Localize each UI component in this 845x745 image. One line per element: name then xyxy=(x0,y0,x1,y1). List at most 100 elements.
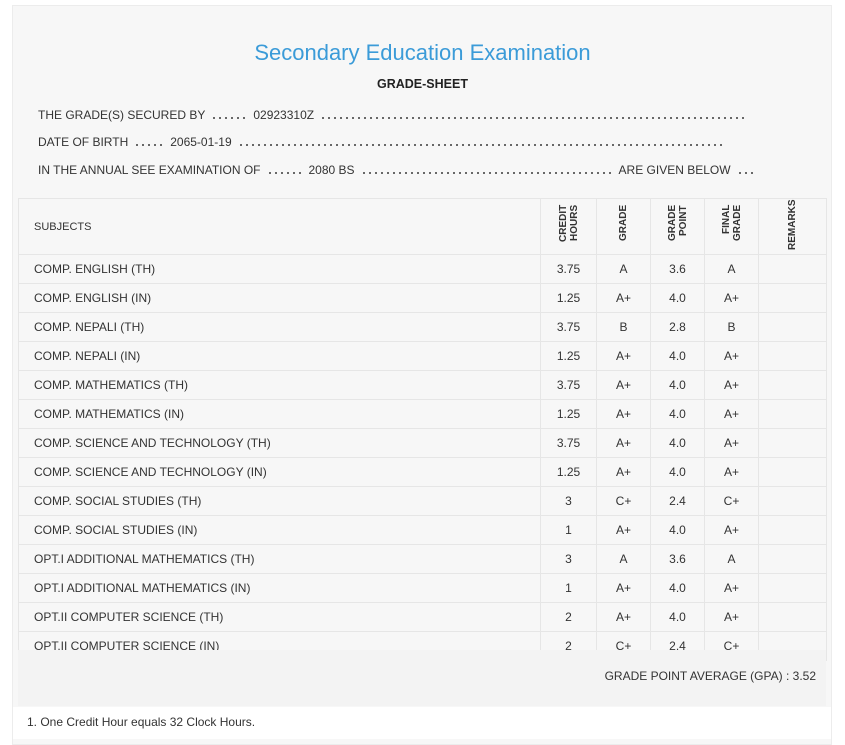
table-cell: B xyxy=(704,312,759,342)
table-row: OPT.I ADDITIONAL MATHEMATICS (TH) 3 A 3.6 A xyxy=(18,544,827,574)
table-row: COMP. ENGLISH (TH) 3.75 A 3.6 A xyxy=(18,254,827,284)
table-row: COMP. MATHEMATICS (IN) 1.25 A+ 4.0 A+ xyxy=(18,399,827,429)
table-cell: A+ xyxy=(704,515,759,545)
column-header-text: FINAL GRADE xyxy=(720,205,743,242)
table-cell: 4.0 xyxy=(650,370,705,400)
remarks-cell xyxy=(758,341,827,371)
table-cell: A+ xyxy=(704,370,759,400)
table-cell: COMP. ENGLISH (IN) xyxy=(18,283,541,313)
info-line: DATE OF BIRTH 2065-01-19 xyxy=(38,134,732,150)
table-row: OPT.II COMPUTER SCIENCE (TH) 2 A+ 4.0 A+ xyxy=(18,602,827,632)
grade-table: SUBJECTS CREDIT HOURS GRADE GRADE POINT FINA… xyxy=(18,198,827,661)
column-header-text: REMARKS xyxy=(787,199,798,250)
table-cell: A+ xyxy=(704,573,759,603)
column-header-text: CREDIT HOURS xyxy=(557,205,580,243)
table-cell: 1.25 xyxy=(540,283,597,313)
table-cell: 4.0 xyxy=(650,573,705,603)
table-row: COMP. NEPALI (IN) 1.25 A+ 4.0 A+ xyxy=(18,341,827,371)
table-cell: A xyxy=(596,544,651,574)
table-row: COMP. SOCIAL STUDIES (TH) 3 C+ 2.4 C+ xyxy=(18,486,827,516)
table-cell: C+ xyxy=(596,486,651,516)
gpa-value: 3.52 xyxy=(792,669,816,683)
table-cell: OPT.II COMPUTER SCIENCE (TH) xyxy=(18,602,541,632)
table-cell: COMP. MATHEMATICS (IN) xyxy=(18,399,541,429)
table-cell: 1.25 xyxy=(540,399,597,429)
info-value: 2080 BS xyxy=(308,163,355,177)
table-cell: A xyxy=(596,254,651,284)
remarks-cell xyxy=(758,428,827,458)
info-suffix: ARE GIVEN BELOW xyxy=(618,163,731,177)
table-cell: 1.25 xyxy=(540,457,597,487)
table-cell: A+ xyxy=(596,602,651,632)
table-cell: 2.8 xyxy=(650,312,705,342)
table-cell: COMP. SCIENCE AND TECHNOLOGY (TH) xyxy=(18,428,541,458)
table-cell: A+ xyxy=(596,370,651,400)
table-cell: 4.0 xyxy=(650,341,705,371)
table-cell: A+ xyxy=(596,457,651,487)
table-cell: A+ xyxy=(704,428,759,458)
table-cell: COMP. SOCIAL STUDIES (TH) xyxy=(18,486,541,516)
remarks-cell xyxy=(758,370,827,400)
table-cell: A+ xyxy=(596,515,651,545)
table-cell: 3 xyxy=(540,544,597,574)
table-cell: COMP. ENGLISH (TH) xyxy=(18,254,541,284)
table-cell: A+ xyxy=(704,399,759,429)
remarks-cell xyxy=(758,399,827,429)
table-cell: COMP. MATHEMATICS (TH) xyxy=(18,370,541,400)
table-cell: 4.0 xyxy=(650,602,705,632)
remarks-cell xyxy=(758,486,827,516)
table-cell: 4.0 xyxy=(650,428,705,458)
table-cell: 3.75 xyxy=(540,254,597,284)
subtitle: GRADE-SHEET xyxy=(377,77,468,91)
table-cell: A xyxy=(704,254,759,284)
gpa: GRADE POINT AVERAGE (GPA) : 3.52 xyxy=(605,669,816,683)
notes: 1. One Credit Hour equals 32 Clock Hours… xyxy=(13,707,831,739)
table-cell: OPT.I ADDITIONAL MATHEMATICS (IN) xyxy=(18,573,541,603)
table-row: COMP. SCIENCE AND TECHNOLOGY (IN) 1.25 A+ 4… xyxy=(18,457,827,487)
table-cell: A+ xyxy=(596,573,651,603)
remarks-cell xyxy=(758,515,827,545)
info-line: THE GRADE(S) SECURED BY 02923310Z xyxy=(38,107,750,123)
column-header: GRADE xyxy=(596,198,651,255)
remarks-cell xyxy=(758,283,827,313)
table-cell: 3 xyxy=(540,486,597,516)
table-cell: 4.0 xyxy=(650,515,705,545)
table-cell: 3.75 xyxy=(540,428,597,458)
table-cell: COMP. NEPALI (IN) xyxy=(18,341,541,371)
table-row: OPT.I ADDITIONAL MATHEMATICS (IN) 1 A+ 4.0 A… xyxy=(18,573,827,603)
info-line: IN THE ANNUAL SEE EXAMINATION OF 2080 BS A… xyxy=(38,162,761,178)
table-cell: 4.0 xyxy=(650,399,705,429)
remarks-cell xyxy=(758,573,827,603)
table-cell: C+ xyxy=(704,486,759,516)
gpa-label: GRADE POINT AVERAGE (GPA) : xyxy=(604,669,790,683)
table-cell: COMP. SOCIAL STUDIES (IN) xyxy=(18,515,541,545)
note: 1. One Credit Hour equals 32 Clock Hours… xyxy=(27,715,256,729)
table-row: COMP. MATHEMATICS (TH) 3.75 A+ 4.0 A+ xyxy=(18,370,827,400)
table-cell: A xyxy=(704,544,759,574)
column-header: REMARKS xyxy=(758,198,827,255)
table-cell: B xyxy=(596,312,651,342)
column-header-text: GRADE POINT xyxy=(666,205,689,242)
table-row: COMP. NEPALI (TH) 3.75 B 2.8 B xyxy=(18,312,827,342)
remarks-cell xyxy=(758,602,827,632)
table-cell: A+ xyxy=(596,399,651,429)
table-cell: A+ xyxy=(704,283,759,313)
table-cell: A+ xyxy=(596,283,651,313)
table-cell: 1 xyxy=(540,515,597,545)
table-cell: 4.0 xyxy=(650,283,705,313)
remarks-cell xyxy=(758,457,827,487)
table-cell: 4.0 xyxy=(650,457,705,487)
column-header: SUBJECTS xyxy=(18,198,541,255)
table-cell: 1.25 xyxy=(540,341,597,371)
info-label: DATE OF BIRTH xyxy=(38,135,129,149)
table-cell: 3.6 xyxy=(650,254,705,284)
info-label: THE GRADE(S) SECURED BY xyxy=(38,108,206,122)
table-cell: OPT.I ADDITIONAL MATHEMATICS (TH) xyxy=(18,544,541,574)
table-cell: COMP. SCIENCE AND TECHNOLOGY (IN) xyxy=(18,457,541,487)
table-cell: A+ xyxy=(596,428,651,458)
table-row: COMP. ENGLISH (IN) 1.25 A+ 4.0 A+ xyxy=(18,283,827,313)
column-header: CREDIT HOURS xyxy=(540,198,597,255)
info-label: IN THE ANNUAL SEE EXAMINATION OF xyxy=(38,163,261,177)
table-cell: 2.4 xyxy=(650,486,705,516)
